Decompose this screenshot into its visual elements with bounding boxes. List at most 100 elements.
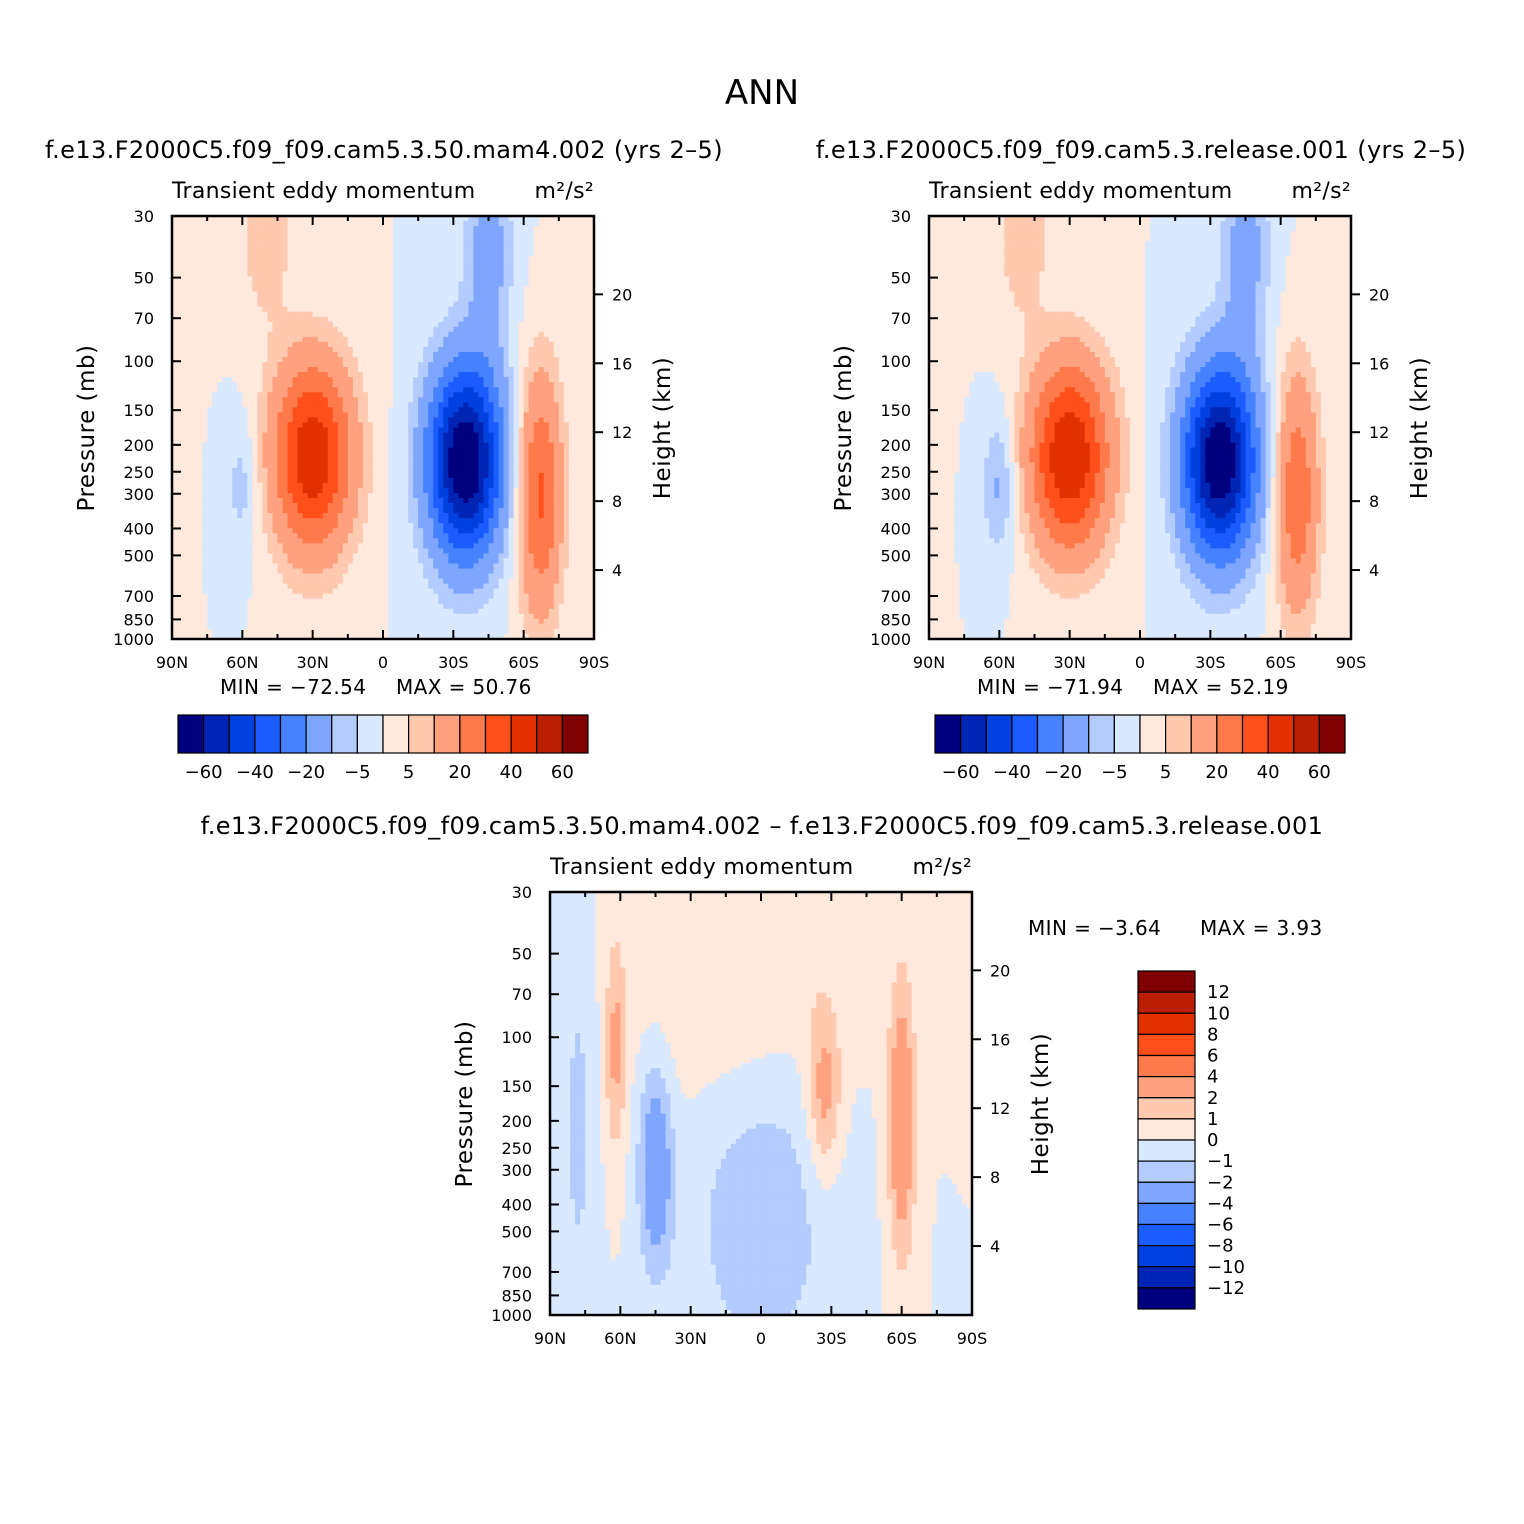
contour-cell bbox=[328, 332, 334, 338]
contour-cell bbox=[272, 236, 278, 242]
contour-cell bbox=[443, 417, 449, 423]
contour-cell bbox=[579, 458, 585, 464]
contour-cell bbox=[373, 362, 379, 368]
contour-cell bbox=[388, 307, 394, 313]
contour-cell bbox=[529, 312, 535, 318]
contour-cell bbox=[192, 473, 198, 479]
contour-cell bbox=[348, 347, 354, 353]
contour-cell bbox=[443, 412, 449, 418]
contour-cell bbox=[529, 236, 535, 242]
contour-cell bbox=[473, 382, 479, 388]
contour-cell bbox=[463, 266, 469, 272]
contour-cell bbox=[192, 422, 198, 428]
contour-cell bbox=[569, 357, 575, 363]
contour-cell bbox=[262, 367, 268, 373]
contour-cell bbox=[534, 297, 540, 303]
contour-cell bbox=[252, 397, 258, 403]
contour-cell bbox=[524, 236, 530, 242]
contour-cell bbox=[489, 448, 495, 454]
contour-cell bbox=[453, 433, 459, 439]
contour-cell bbox=[393, 327, 399, 333]
contour-cell bbox=[559, 468, 565, 474]
contour-cell bbox=[368, 443, 374, 449]
contour-cell bbox=[544, 443, 550, 449]
contour-cell bbox=[509, 387, 515, 393]
contour-cell bbox=[413, 412, 419, 418]
contour-cell bbox=[473, 347, 479, 353]
contour-cell bbox=[343, 246, 349, 252]
contour-cell bbox=[524, 312, 530, 318]
contour-cell bbox=[358, 372, 364, 378]
contour-cell bbox=[458, 387, 464, 393]
contour-cell bbox=[453, 463, 459, 469]
contour-cell bbox=[383, 297, 389, 303]
contour-cell bbox=[298, 261, 304, 267]
contour-cell bbox=[252, 266, 258, 272]
contour-cell bbox=[343, 327, 349, 333]
contour-cell bbox=[519, 382, 525, 388]
contour-cell bbox=[343, 433, 349, 439]
contour-cell bbox=[408, 256, 414, 262]
contour-cell bbox=[313, 292, 319, 298]
contour-cell bbox=[494, 297, 500, 303]
contour-cell bbox=[378, 362, 384, 368]
contour-cell bbox=[448, 292, 454, 298]
contour-cell bbox=[283, 433, 289, 439]
contour-cell bbox=[192, 352, 198, 358]
contour-cell bbox=[494, 317, 500, 323]
contour-cell bbox=[368, 302, 374, 308]
contour-cell bbox=[559, 438, 565, 444]
contour-cell bbox=[257, 357, 263, 363]
contour-cell bbox=[534, 382, 540, 388]
contour-cell bbox=[489, 317, 495, 323]
contour-cell bbox=[303, 438, 309, 444]
contour-cell bbox=[494, 342, 500, 348]
contour-cell bbox=[187, 276, 193, 282]
contour-cell bbox=[433, 397, 439, 403]
contour-cell bbox=[428, 281, 434, 287]
contour-cell bbox=[388, 362, 394, 368]
contour-cell bbox=[423, 362, 429, 368]
contour-cell bbox=[549, 412, 555, 418]
contour-cell bbox=[333, 433, 339, 439]
contour-cell bbox=[504, 256, 510, 262]
contour-cell bbox=[338, 312, 344, 318]
contour-cell bbox=[494, 256, 500, 262]
contour-cell bbox=[428, 422, 434, 428]
contour-cell bbox=[458, 322, 464, 328]
contour-cell bbox=[554, 332, 560, 338]
contour-cell bbox=[524, 241, 530, 247]
contour-cell bbox=[514, 271, 520, 277]
contour-cell bbox=[313, 352, 319, 358]
contour-cell bbox=[378, 251, 384, 257]
contour-cell bbox=[358, 337, 364, 343]
contour-cell bbox=[448, 332, 454, 338]
contour-cell bbox=[278, 261, 284, 267]
contour-cell bbox=[283, 468, 289, 474]
contour-cell bbox=[363, 312, 369, 318]
contour-cell bbox=[514, 276, 520, 282]
contour-cell bbox=[524, 417, 530, 423]
contour-cell bbox=[303, 433, 309, 439]
contour-cell bbox=[207, 448, 213, 454]
contour-cell bbox=[443, 317, 449, 323]
contour-cell bbox=[478, 448, 484, 454]
contour-cell bbox=[227, 322, 233, 328]
contour-cell bbox=[227, 417, 233, 423]
contour-cell bbox=[408, 407, 414, 413]
contour-cell bbox=[338, 246, 344, 252]
contour-cell bbox=[197, 397, 203, 403]
contour-cell bbox=[373, 241, 379, 247]
contour-cell bbox=[559, 448, 565, 454]
contour-cell bbox=[232, 453, 238, 459]
contour-cell bbox=[222, 236, 228, 242]
contour-cell bbox=[428, 362, 434, 368]
contour-cell bbox=[509, 417, 515, 423]
contour-cell bbox=[383, 337, 389, 343]
contour-cell bbox=[303, 372, 309, 378]
contour-cell bbox=[227, 342, 233, 348]
contour-cell bbox=[383, 453, 389, 459]
contour-cell bbox=[182, 422, 188, 428]
contour-cell bbox=[514, 241, 520, 247]
contour-cell bbox=[468, 392, 474, 398]
